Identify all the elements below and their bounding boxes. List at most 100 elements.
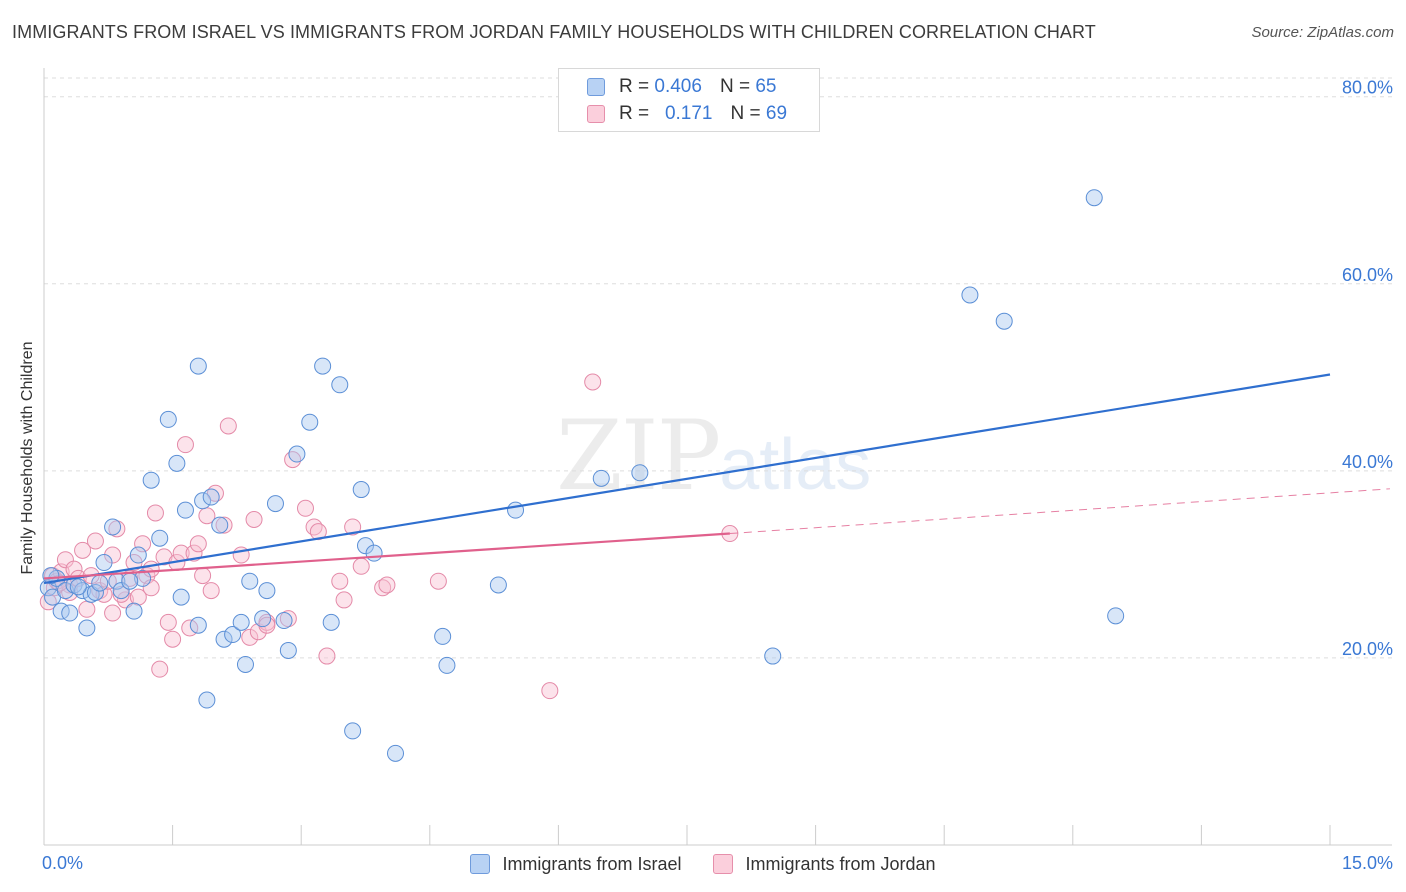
y-axis-label: Family Households with Children [19, 341, 36, 575]
jordan-point [249, 623, 267, 641]
israel-point [434, 627, 452, 645]
legend-r-value: 0.406 [654, 76, 702, 97]
x-tick-label: 15.0% [1342, 853, 1393, 873]
israel-point [134, 569, 152, 587]
israel-point [202, 488, 220, 506]
legend-r-value: 0.171 [664, 103, 713, 124]
jordan-point [245, 510, 263, 528]
legend-n-label: N = [730, 103, 761, 124]
series-legend-label: Immigrants from Jordan [745, 853, 936, 874]
jordan-point [219, 417, 237, 435]
israel-point [507, 501, 525, 519]
jordan-point [78, 600, 96, 618]
israel-point [344, 722, 362, 740]
israel-point [69, 578, 87, 596]
y-tick-label: 60.0% [1342, 265, 1393, 285]
legend-swatch-israel [587, 78, 605, 96]
jordan-point [296, 499, 314, 517]
jordan-point [95, 585, 113, 603]
jordan-point [129, 588, 147, 606]
jordan-point [112, 585, 130, 603]
israel-point [211, 516, 229, 534]
israel-point [301, 413, 319, 431]
israel-point [764, 647, 782, 665]
jordan-point [335, 591, 353, 609]
watermark-zip: ZIP [556, 400, 721, 512]
israel-point [78, 619, 96, 637]
israel-point [86, 583, 104, 601]
israel-point [168, 454, 186, 472]
israel-trend-line [43, 373, 1331, 585]
israel-point [176, 501, 194, 519]
jordan-trend-extension [729, 488, 1391, 535]
watermark: ZIPatlas [556, 400, 871, 512]
israel-point [266, 495, 284, 513]
israel-point [82, 585, 100, 603]
jordan-point [104, 604, 122, 622]
israel-point [198, 691, 216, 709]
israel-point [331, 376, 349, 394]
legend-row-jordan: R = 0.171 N = 69 [587, 102, 787, 126]
jordan-point [108, 520, 126, 538]
series-swatch-jordan [713, 854, 734, 874]
israel-point [172, 588, 190, 606]
jordan-point [155, 548, 173, 566]
israel-point [189, 616, 207, 634]
legend-r-label: R = [619, 76, 650, 97]
source-label: Source: ZipAtlas.com [1251, 24, 1394, 41]
israel-point [95, 554, 113, 572]
legend-row-israel: R = 0.406 N = 65 [587, 75, 776, 99]
israel-point [254, 610, 272, 628]
jordan-point [159, 613, 177, 631]
jordan-point [541, 682, 559, 700]
legend-n-value: 65 [755, 76, 777, 97]
jordan-trend-line [43, 532, 730, 580]
israel-point [194, 492, 212, 510]
x-tick-label: 0.0% [42, 853, 83, 873]
legend-swatch-jordan [587, 105, 605, 123]
israel-point [631, 464, 649, 482]
jordan-point [378, 576, 396, 594]
israel-point [258, 582, 276, 600]
israel-point [56, 582, 74, 600]
israel-point [489, 576, 507, 594]
israel-point [365, 544, 383, 562]
jordan-point [86, 532, 104, 550]
israel-point [129, 546, 147, 564]
jordan-point [202, 582, 220, 600]
israel-point [61, 604, 79, 622]
israel-point [189, 357, 207, 375]
israel-point [1107, 607, 1125, 625]
jordan-point [164, 630, 182, 648]
jordan-point [344, 518, 362, 536]
series-legend-label: Immigrants from Israel [502, 853, 682, 874]
israel-point [961, 286, 979, 304]
israel-point [236, 655, 254, 673]
y-tick-label: 20.0% [1342, 639, 1393, 659]
series-legend-jordan: Immigrants from Jordan [713, 853, 936, 875]
israel-point [104, 518, 122, 536]
y-tick-label: 40.0% [1342, 452, 1393, 472]
israel-point [279, 641, 297, 659]
series-legend-israel: Immigrants from Israel [470, 854, 681, 875]
israel-point [159, 410, 177, 428]
israel-point [112, 582, 130, 600]
israel-point [275, 612, 293, 630]
israel-point [52, 602, 70, 620]
israel-point [592, 469, 610, 487]
jordan-point [146, 504, 164, 522]
israel-point [232, 613, 250, 631]
watermark-atlas: atlas [719, 425, 872, 505]
jordan-point [74, 541, 92, 559]
israel-point [125, 602, 143, 620]
israel-point [438, 656, 456, 674]
israel-point [42, 567, 60, 585]
israel-point [241, 572, 259, 590]
israel-point [387, 744, 405, 762]
jordan-point [194, 567, 212, 585]
chart-title: IMMIGRANTS FROM ISRAEL VS IMMIGRANTS FRO… [12, 22, 1096, 42]
jordan-point [352, 557, 370, 575]
jordan-point [318, 647, 336, 665]
jordan-point [56, 551, 74, 569]
